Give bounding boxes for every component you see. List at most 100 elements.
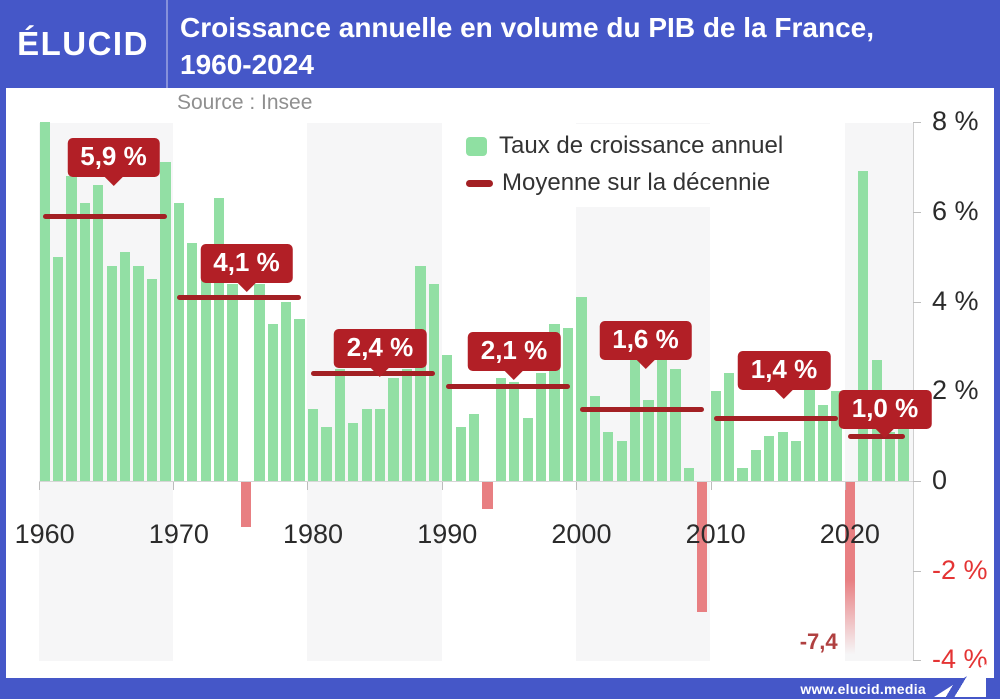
- growth-bar: [66, 175, 77, 481]
- growth-bar: [737, 467, 748, 481]
- growth-bar: [442, 355, 453, 481]
- growth-bar: [616, 440, 627, 481]
- legend-label: Taux de croissance annuel: [499, 132, 784, 159]
- legend-label: Moyenne sur la décennie: [502, 169, 771, 196]
- growth-bar: [643, 400, 654, 481]
- growth-bar: [468, 413, 480, 481]
- y-tick-label: 4 %: [932, 285, 979, 316]
- decade-average-callout: 1,4 %: [737, 351, 831, 399]
- growth-bar: [334, 368, 346, 481]
- decade-average-callout: 2,4 %: [333, 329, 427, 377]
- x-tick-label: 2010: [685, 519, 746, 549]
- growth-bar: [173, 202, 184, 481]
- annotation-2020: -7,4: [799, 629, 838, 654]
- growth-bar: [227, 283, 238, 481]
- legend-item-growth: Taux de croissance annuel: [466, 132, 783, 160]
- y-tick: [913, 122, 921, 124]
- header: ÉLUCID Croissance annuelle en volume du …: [0, 0, 1000, 88]
- zero-axis-line: [38, 481, 913, 482]
- growth-bar: [589, 395, 601, 481]
- x-tick-label: 1970: [148, 519, 209, 549]
- y-tick-label: -2 %: [932, 554, 988, 585]
- growth-bar: [187, 243, 198, 481]
- growth-bar: [307, 409, 319, 481]
- y-tick: [913, 301, 921, 303]
- elucid-logo: ÉLUCID: [17, 25, 149, 62]
- decade-average-callout: 2,1 %: [467, 332, 561, 380]
- x-tick: [441, 482, 443, 490]
- growth-bar: [656, 359, 668, 481]
- growth-bar: [160, 162, 171, 481]
- growth-bar-negative: [482, 482, 493, 509]
- decade-average-line: [445, 384, 570, 390]
- growth-bar: [710, 391, 721, 481]
- growth-bar: [562, 328, 574, 481]
- growth-bar: [791, 440, 802, 481]
- growth-bar: [629, 355, 641, 481]
- growth-bar: [254, 283, 265, 481]
- growth-bar: [509, 382, 520, 481]
- growth-bar: [267, 323, 278, 481]
- y-tick-label: 8 %: [932, 106, 979, 137]
- growth-bar-negative: [697, 482, 708, 613]
- growth-bar: [603, 431, 614, 481]
- x-tick: [710, 482, 712, 490]
- growth-bar: [146, 279, 158, 481]
- growth-bar: [321, 427, 332, 481]
- growth-bar: [106, 265, 117, 481]
- x-tick: [844, 482, 846, 490]
- growth-bar-2020: [844, 482, 855, 661]
- right-border: [994, 0, 1000, 699]
- legend: Taux de croissance annuel Moyenne sur la…: [452, 124, 800, 207]
- growth-bar: [764, 436, 775, 481]
- decade-average-callout: 4,1 %: [200, 244, 293, 292]
- growth-bar: [522, 418, 533, 481]
- growth-bar: [495, 377, 507, 481]
- growth-bar: [536, 373, 547, 481]
- x-tick: [38, 482, 40, 490]
- x-tick-label: 2000: [551, 519, 612, 549]
- growth-bar: [683, 467, 694, 481]
- growth-bar: [388, 377, 399, 481]
- growth-bar: [576, 297, 587, 481]
- decade-average-line: [43, 213, 168, 219]
- x-tick: [172, 482, 174, 490]
- growth-bar: [401, 368, 413, 481]
- growth-bar: [133, 265, 144, 481]
- y-tick-label: 0: [932, 465, 948, 495]
- chart-area: Source : Insee 5,9 % 4,1 % 2,4 % 2,1 % 1,6 %…: [0, 88, 1000, 678]
- footer: www.elucid.media: [0, 678, 1000, 699]
- growth-bar: [831, 391, 842, 481]
- growth-bar: [52, 256, 64, 481]
- decade-average-callout: 1,0 %: [838, 390, 932, 438]
- growth-bar-negative: [240, 482, 252, 527]
- growth-bar: [804, 386, 815, 481]
- growth-bar: [281, 301, 292, 481]
- green-square-icon: [466, 136, 487, 156]
- growth-bar: [361, 409, 372, 481]
- growth-bar: [723, 373, 735, 481]
- growth-bar: [817, 404, 829, 481]
- x-tick-label: 1960: [14, 519, 75, 549]
- growth-bar: [670, 368, 681, 481]
- decade-average-callout: 5,9 %: [67, 138, 160, 186]
- title-line-2: 1960-2024: [180, 49, 314, 81]
- red-line-icon: [466, 179, 493, 187]
- legend-item-average: Moyenne sur la décennie: [466, 169, 783, 197]
- x-tick-label: 1990: [417, 519, 478, 549]
- growth-bar: [39, 122, 50, 481]
- page-title: Croissance annuelle en volume du PIB de …: [168, 0, 1000, 88]
- growth-bar: [777, 431, 788, 481]
- growth-bar: [200, 279, 211, 481]
- growth-bar: [93, 184, 104, 481]
- y-tick: [913, 660, 921, 662]
- growth-bar: [120, 252, 131, 481]
- y-tick: [913, 570, 921, 572]
- growth-bar: [455, 427, 466, 481]
- growth-bar: [294, 319, 305, 481]
- growth-bar: [79, 202, 91, 481]
- decade-average-line: [177, 294, 302, 300]
- growth-bar: [884, 431, 896, 481]
- left-border: [0, 0, 6, 699]
